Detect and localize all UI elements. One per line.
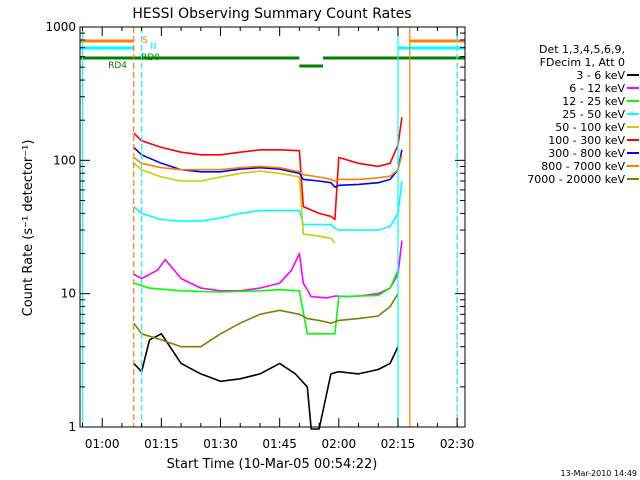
legend-header-line: FDecim 1, Att 0 <box>540 56 625 69</box>
legend-header-line: Det 1,3,4,5,6,9, <box>539 43 625 56</box>
flag-label-n: N <box>150 42 157 52</box>
series-line-2 <box>133 240 403 299</box>
series-line-6 <box>133 117 403 221</box>
y-axis-ticks: 1 10 100 1000 <box>45 20 465 434</box>
x-axis-ticks: 01:00 01:15 01:30 01:45 02:00 02:15 02:30 <box>81 27 475 451</box>
x-tick-label: 02:15 <box>381 437 416 451</box>
legend-label: 800 - 7000 keV <box>541 160 625 173</box>
legend-label: 100 - 300 keV <box>548 134 625 147</box>
plot-frame <box>79 26 466 428</box>
series-line-5 <box>133 162 336 244</box>
x-tick-label: 01:30 <box>203 437 238 451</box>
y-tick-label: 10 <box>61 287 76 301</box>
y-tick-label: 100 <box>53 153 76 167</box>
legend-label: 6 - 12 keV <box>569 82 625 95</box>
series-line-1 <box>133 333 399 430</box>
legend: Det 1,3,4,5,6,9,FDecim 1, Att 03 - 6 keV… <box>527 43 639 186</box>
legend-label: 50 - 100 keV <box>555 121 625 134</box>
x-tick-label: 01:00 <box>85 437 120 451</box>
y-tick-label: 1000 <box>45 20 76 34</box>
legend-label: 12 - 25 keV <box>562 95 625 108</box>
x-axis-label: Start Time (10-Mar-05 00:54:22) <box>167 457 378 472</box>
flag-label-rd4: RD4 <box>108 61 127 71</box>
footer-date: 13-Mar-2010 14:49 <box>561 469 638 478</box>
series-line-8 <box>133 154 403 182</box>
series-line-9 <box>133 293 399 348</box>
flag-label-rd0: RD0 <box>141 53 160 63</box>
flag-bars <box>80 39 465 68</box>
legend-label: 300 - 800 keV <box>548 147 625 160</box>
y-tick-label: 1 <box>68 420 76 434</box>
x-tick-label: 01:45 <box>262 437 297 451</box>
y-axis-label: Count Rate (s⁻¹ detector⁻¹) <box>21 140 36 317</box>
series-line-4 <box>133 180 403 231</box>
vertical-markers <box>81 27 458 427</box>
x-tick-label: 01:15 <box>144 437 179 451</box>
chart-title: HESSI Observing Summary Count Rates <box>132 6 411 22</box>
series-line-3 <box>133 269 399 335</box>
x-tick-label: 02:00 <box>322 437 357 451</box>
x-tick-label: 02:30 <box>440 437 475 451</box>
legend-label: 3 - 6 keV <box>576 69 625 82</box>
data-series <box>133 117 403 430</box>
legend-label: 25 - 50 keV <box>562 108 625 121</box>
legend-label: 7000 - 20000 keV <box>527 173 625 186</box>
flag-label-s: S <box>142 36 148 46</box>
